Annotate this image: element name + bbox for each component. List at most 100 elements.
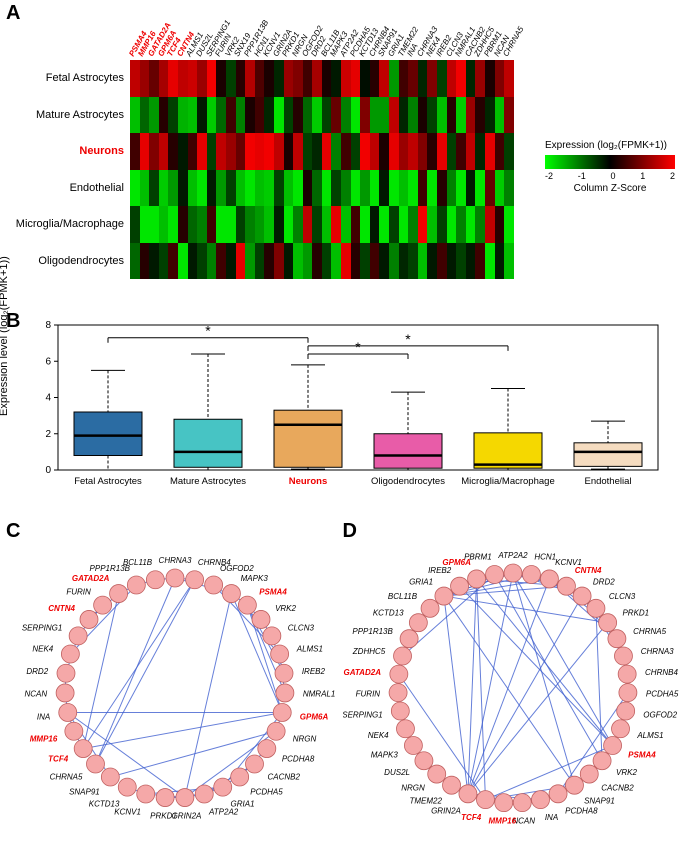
svg-text:ALMS1: ALMS1 [296, 644, 323, 653]
svg-text:HCN1: HCN1 [534, 553, 556, 562]
svg-text:PCDHA5: PCDHA5 [645, 689, 678, 698]
row-label: Mature Astrocytes [0, 97, 128, 134]
svg-text:DRD2: DRD2 [26, 667, 48, 676]
row-label: Neurons [0, 133, 128, 170]
heatmap-legend: Expression (log₂(FPMK+1)) -2-1012 Column… [545, 140, 675, 194]
svg-text:IREB2: IREB2 [302, 667, 326, 676]
svg-text:PBRM1: PBRM1 [464, 553, 492, 562]
svg-text:PCDHA8: PCDHA8 [565, 806, 598, 815]
heatmap-grid [130, 60, 514, 279]
svg-text:2: 2 [45, 429, 51, 440]
svg-text:PRKD1: PRKD1 [622, 608, 649, 617]
svg-text:IREB2: IREB2 [428, 566, 452, 575]
svg-text:ALMS1: ALMS1 [636, 731, 663, 740]
row-label: Endothelial [0, 170, 128, 207]
svg-text:MAPK3: MAPK3 [370, 751, 398, 760]
svg-text:CHRNA3: CHRNA3 [640, 647, 673, 656]
svg-text:*: * [205, 323, 211, 339]
svg-text:FURIN: FURIN [355, 689, 380, 698]
row-label: Microglia/Macrophage [0, 206, 128, 243]
boxplot-ylabel: Expression level (log₂(FPMK+1)) [0, 256, 10, 416]
svg-text:4: 4 [45, 393, 51, 404]
svg-text:Fetal Astrocytes: Fetal Astrocytes [74, 476, 142, 487]
svg-text:CNTN4: CNTN4 [48, 604, 75, 613]
svg-text:BCL11B: BCL11B [387, 592, 417, 601]
panel-cd-networks: C CHRNA3CHRNB4OGFOD2MAPK3PSMA4VRK2CLCN3A… [0, 520, 685, 850]
svg-text:Neurons: Neurons [289, 476, 328, 487]
svg-text:TCF4: TCF4 [48, 755, 69, 764]
svg-text:GRIA1: GRIA1 [409, 578, 433, 587]
svg-text:KCNV1: KCNV1 [114, 807, 141, 816]
svg-text:8: 8 [45, 320, 51, 331]
svg-text:0: 0 [45, 465, 51, 476]
svg-text:SERPING1: SERPING1 [343, 711, 383, 720]
panel-b-boxplot: B Expression level (log₂(FPMK+1)) 02468F… [0, 310, 685, 520]
svg-text:TMEM22: TMEM22 [409, 796, 442, 805]
svg-text:PPP1R13B: PPP1R13B [352, 627, 393, 636]
svg-text:PSMA4: PSMA4 [628, 751, 656, 760]
svg-text:6: 6 [45, 356, 51, 367]
svg-text:NEK4: NEK4 [32, 644, 53, 653]
boxplot-svg: 0 2 4 6 8 Fetal Astrocytes Mature Astrocytes Ne… [38, 315, 668, 510]
svg-text:INA: INA [37, 712, 50, 721]
svg-text:ZDHHC5: ZDHHC5 [351, 647, 385, 656]
svg-text:PSMA4: PSMA4 [259, 588, 287, 597]
legend-title: Expression (log₂(FPMK+1)) [545, 140, 675, 151]
svg-text:VRK2: VRK2 [616, 768, 637, 777]
panel-c-network: C CHRNA3CHRNB4OGFOD2MAPK3PSMA4VRK2CLCN3A… [0, 520, 343, 850]
svg-text:GPM6A: GPM6A [300, 712, 329, 721]
svg-text:OGFOD2: OGFOD2 [643, 711, 677, 720]
svg-text:CHRNA3: CHRNA3 [159, 556, 192, 565]
celltype-row-labels: Fetal AstrocytesMature AstrocytesNeurons… [0, 60, 128, 279]
svg-text:CHRNA5: CHRNA5 [50, 772, 83, 781]
svg-text:PCDHA8: PCDHA8 [282, 755, 315, 764]
svg-text:FURIN: FURIN [66, 588, 91, 597]
svg-text:GATAD2A: GATAD2A [72, 574, 110, 583]
svg-text:ATP2A2: ATP2A2 [208, 807, 239, 816]
svg-text:*: * [355, 339, 361, 355]
svg-text:SNAP91: SNAP91 [584, 796, 615, 805]
row-label: Fetal Astrocytes [0, 60, 128, 97]
svg-text:NRGN: NRGN [293, 734, 317, 743]
svg-text:KCTD13: KCTD13 [372, 608, 403, 617]
panel-a-heatmap: A PSMA4MMP16GATAD2AGPM6ATCF4CNTN4ALMS1DU… [0, 0, 685, 300]
panel-d-network: D ATP2A2HCN1KCNV1CNTN4DRD2CLCN3PRKD1CHRN… [343, 520, 685, 850]
svg-text:ATP2A2: ATP2A2 [497, 551, 528, 560]
legend-subtitle: Column Z-Score [545, 183, 675, 194]
svg-text:Endothelial: Endothelial [584, 476, 631, 487]
svg-text:OGFOD2: OGFOD2 [220, 564, 254, 573]
svg-text:GRIN2A: GRIN2A [431, 806, 461, 815]
row-label: Oligodendrocytes [0, 243, 128, 280]
svg-text:GATAD2A: GATAD2A [343, 668, 381, 677]
svg-text:MAPK3: MAPK3 [241, 574, 269, 583]
svg-text:INA: INA [544, 813, 557, 822]
svg-text:*: * [405, 331, 411, 347]
svg-text:Oligodendrocytes: Oligodendrocytes [371, 476, 445, 487]
legend-colorbar [545, 155, 675, 169]
svg-text:NEK4: NEK4 [367, 731, 388, 740]
svg-text:PRKD1: PRKD1 [150, 811, 177, 820]
network-d-svg: ATP2A2HCN1KCNV1CNTN4DRD2CLCN3PRKD1CHRNA5… [343, 528, 685, 848]
svg-text:MMP16: MMP16 [30, 734, 58, 743]
svg-text:SNAP91: SNAP91 [69, 788, 100, 797]
svg-text:Microglia/Macrophage: Microglia/Macrophage [461, 476, 554, 487]
svg-text:CHRNA5: CHRNA5 [633, 627, 666, 636]
svg-text:CHRNB4: CHRNB4 [645, 668, 678, 677]
svg-text:DUS2L: DUS2L [384, 768, 410, 777]
svg-text:Mature Astrocytes: Mature Astrocytes [170, 476, 246, 487]
svg-text:CLCN3: CLCN3 [608, 592, 635, 601]
legend-ticks: -2-1012 [545, 171, 675, 181]
svg-text:DRD2: DRD2 [592, 578, 614, 587]
panel-a-label: A [6, 2, 20, 25]
network-c-svg: CHRNA3CHRNB4OGFOD2MAPK3PSMA4VRK2CLCN3ALM… [0, 528, 342, 848]
svg-text:CLCN3: CLCN3 [288, 623, 315, 632]
svg-text:NCAN: NCAN [24, 690, 47, 699]
svg-text:SERPING1: SERPING1 [22, 623, 62, 632]
svg-text:NMRAL1: NMRAL1 [303, 690, 335, 699]
svg-text:CNTN4: CNTN4 [574, 566, 601, 575]
svg-text:PCDHA5: PCDHA5 [250, 788, 283, 797]
svg-text:MMP16: MMP16 [488, 817, 516, 826]
svg-text:CACNB2: CACNB2 [601, 784, 634, 793]
svg-text:KCTD13: KCTD13 [89, 799, 120, 808]
svg-text:BCL11B: BCL11B [123, 558, 153, 567]
